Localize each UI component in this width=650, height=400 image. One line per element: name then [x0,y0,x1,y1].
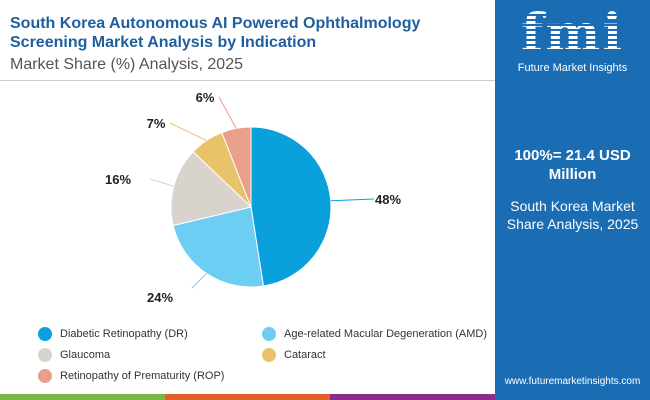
pie-slice [172,206,264,288]
data-label: 48% [375,192,401,207]
pie-slice [250,126,332,287]
footer-bar-orange [165,394,330,400]
legend-item: Diabetic Retinopathy (DR) [38,327,188,341]
legend-label: Glaucoma [60,349,111,361]
logo-mark: fmi [495,6,650,62]
chart-title: South Korea Autonomous AI Powered Ophtha… [10,15,421,51]
pie-slice [170,151,253,227]
total-value: 100%= 21.4 USD Million [514,147,631,183]
legend-label: Diabetic Retinopathy (DR) [60,328,188,340]
legend-swatch [262,327,276,341]
website-link[interactable]: www.futuremarketinsights.com [504,376,641,387]
share-label: South Korea Market Share Analysis, 2025 [506,198,639,232]
pie-slice [221,126,252,208]
legend-item: Cataract [262,348,326,362]
pie-chart: 48% 24% 16% 7% 6% [105,90,401,305]
legend-label: Cataract [284,349,326,361]
fmi-logo: fmi Future Market Insights [495,6,650,75]
legend-label: Age-related Macular Degeneration (AMD) [284,328,487,340]
legend-item: Retinopathy of Prematurity (ROP) [38,369,224,383]
legend-swatch [262,348,276,362]
data-label: 24% [147,290,173,305]
data-label: 16% [105,172,131,187]
leader-line [330,198,375,202]
leader-line [149,178,174,187]
leader-line [191,273,207,289]
logo-caption: Future Market Insights [517,62,628,74]
legend-swatch [38,369,52,383]
side-panel: fmi Future Market Insights 100%= 21.4 US… [495,0,650,394]
legend-label: Retinopathy of Prematurity (ROP) [60,370,225,382]
legend-item: Glaucoma [38,348,110,362]
legend-item: Age-related Macular Degeneration (AMD) [262,327,487,341]
legend-swatch [38,327,52,341]
data-label: 7% [147,116,166,131]
legend-swatch [38,348,52,362]
footer-bar-green [0,394,165,400]
footer-bar-purple [330,394,495,400]
divider [0,80,495,81]
footer-bar-blue [495,394,650,400]
chart-subtitle: Market Share (%) Analysis, 2025 [10,56,243,73]
leader-line [218,96,237,129]
data-label: 6% [196,90,215,105]
leader-line [169,122,207,142]
